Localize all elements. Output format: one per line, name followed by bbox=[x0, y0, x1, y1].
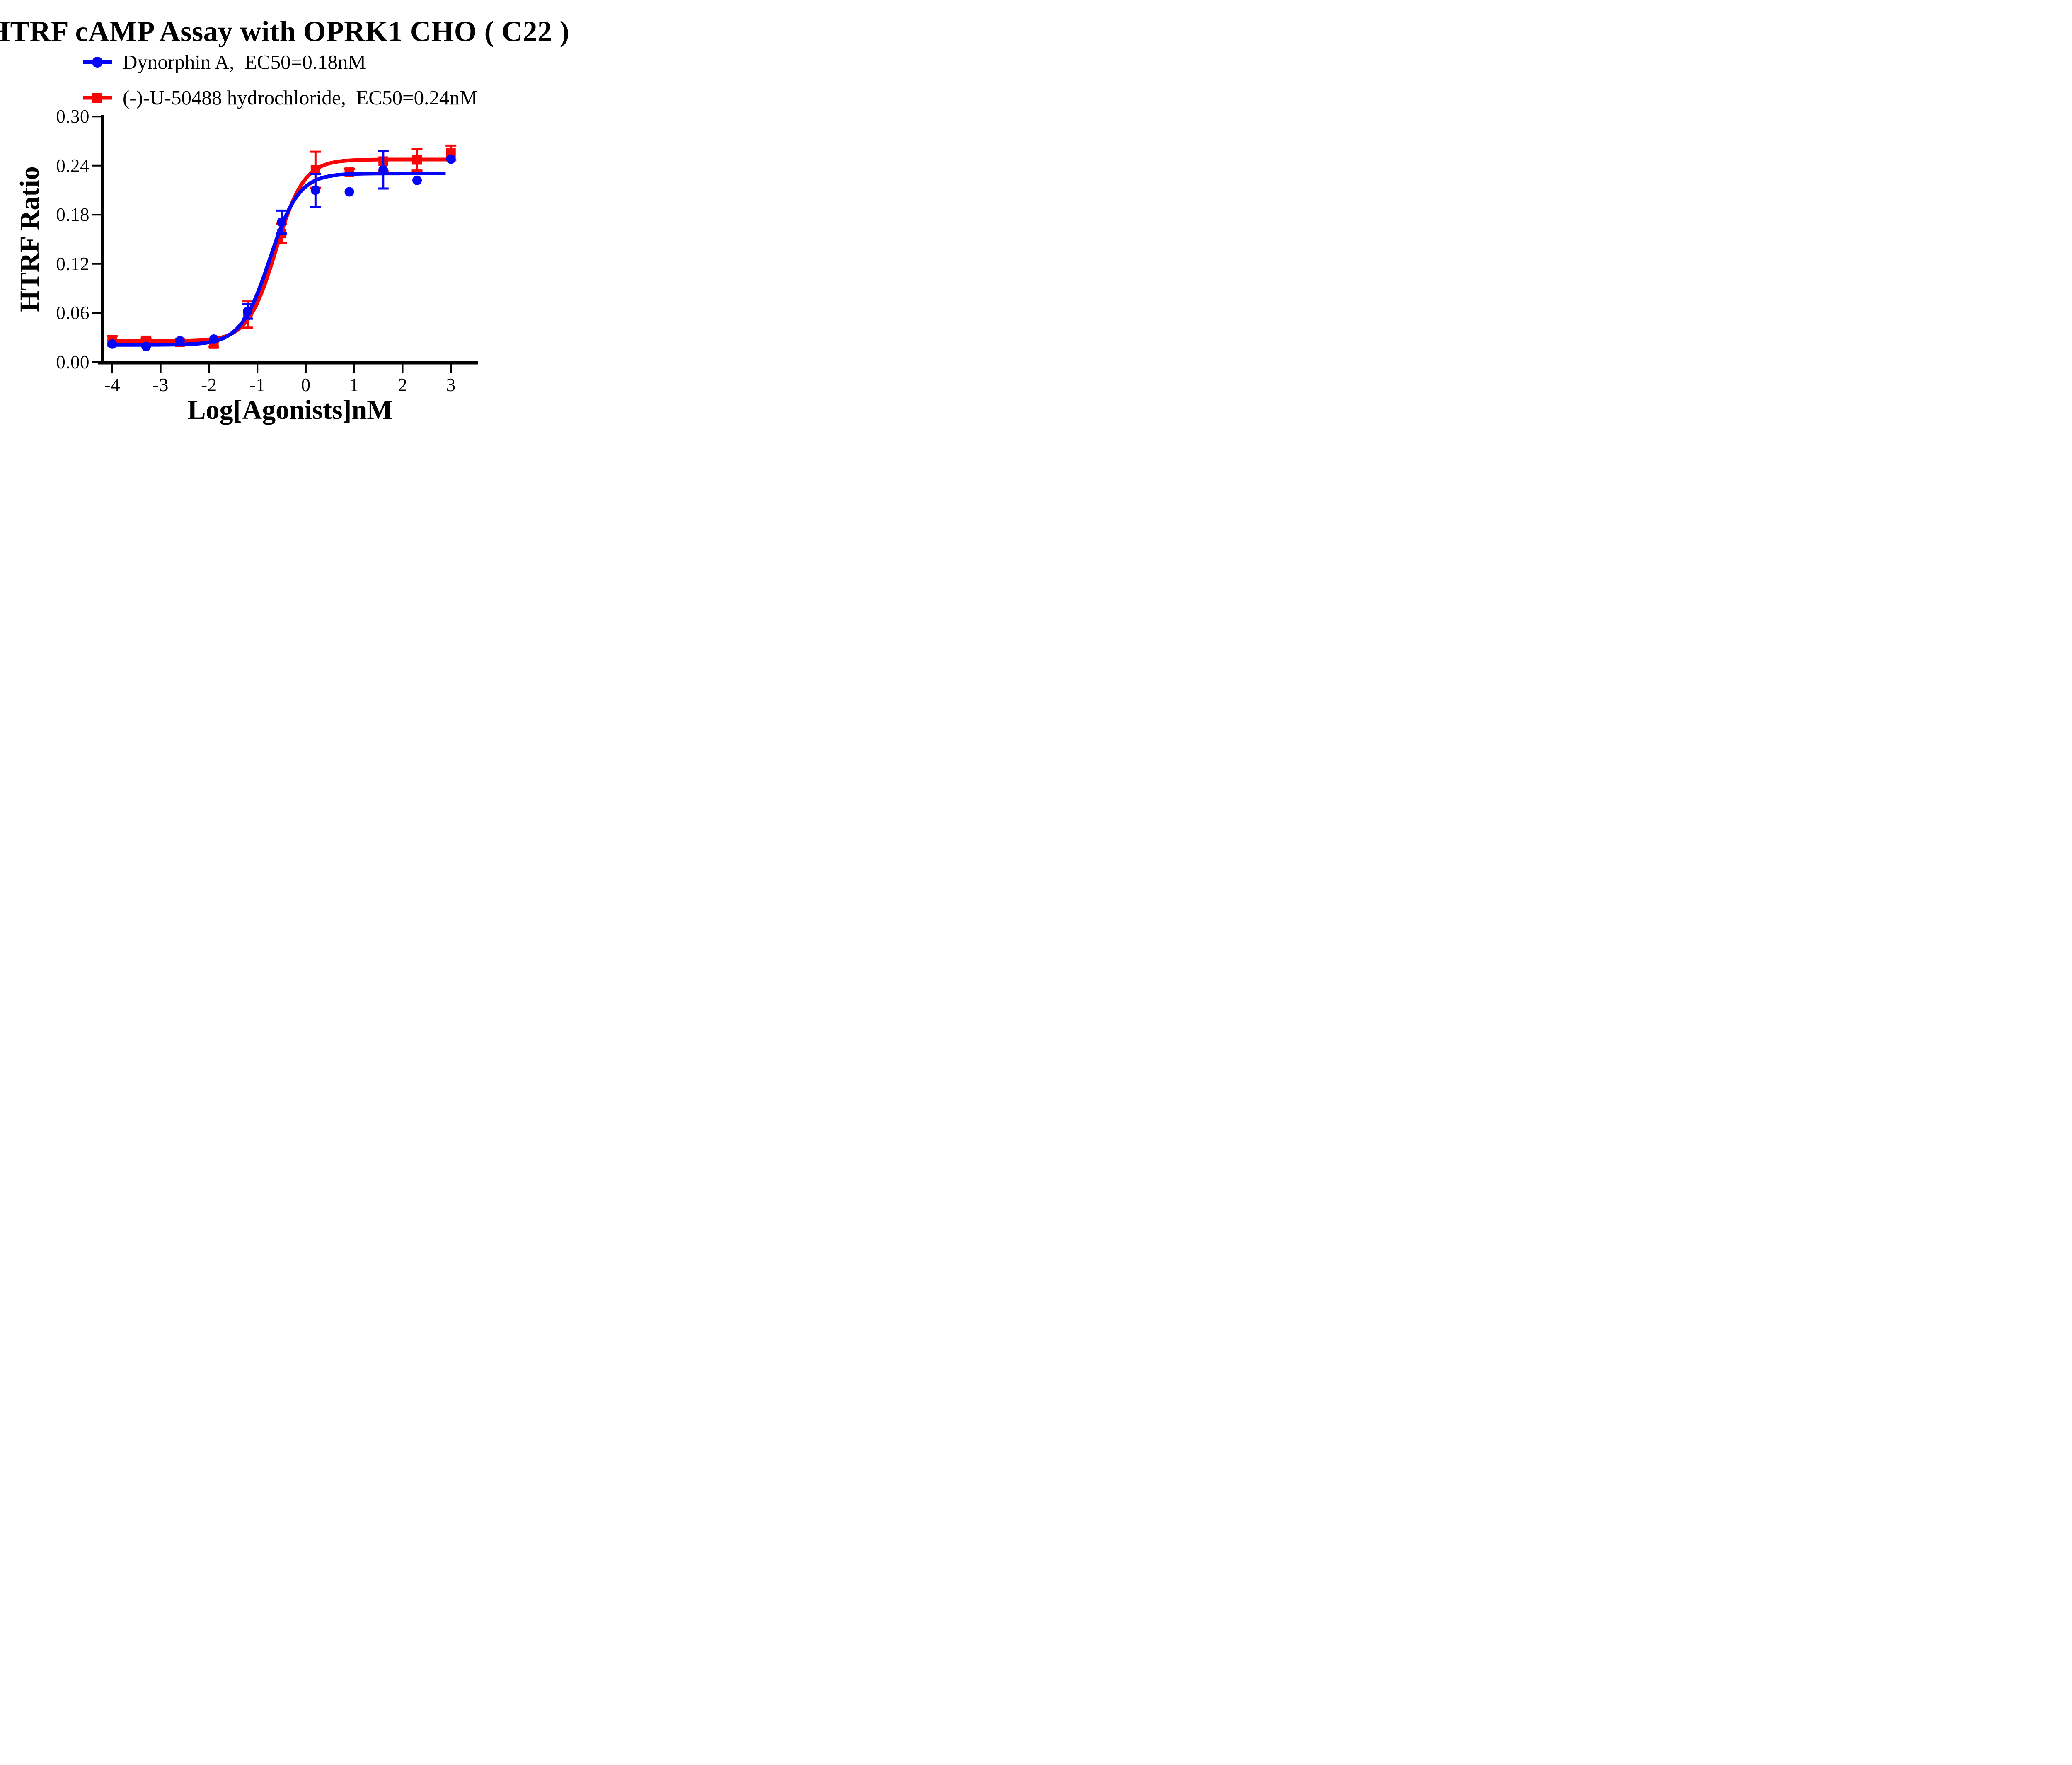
blue-data-point bbox=[107, 339, 117, 349]
blue-data-point bbox=[209, 334, 219, 344]
legend-key-blue bbox=[83, 49, 112, 75]
chart-canvas: HTRF cAMP Assay with OPRK1 CHO ( C22 ) D… bbox=[0, 0, 569, 441]
blue-data-point bbox=[446, 154, 456, 164]
x-tick-label: 0 bbox=[301, 375, 311, 395]
blue-data-point bbox=[141, 341, 151, 351]
y-tick-label: 0.12 bbox=[56, 253, 90, 274]
blue-data-point bbox=[175, 336, 185, 346]
y-tick-label: 0.00 bbox=[56, 351, 90, 372]
blue-data-point bbox=[243, 306, 253, 316]
red-data-point bbox=[412, 155, 422, 165]
blue-fit-curve bbox=[107, 172, 446, 347]
x-axis-title: Log[Agonists]nM bbox=[187, 395, 393, 425]
y-axis-title: HTRF Ratio bbox=[15, 166, 45, 312]
blue-data-point bbox=[344, 187, 354, 197]
chart-title: HTRF cAMP Assay with OPRK1 CHO ( C22 ) bbox=[0, 16, 570, 48]
y-tick-label: 0.18 bbox=[56, 204, 90, 225]
blue-data-point bbox=[412, 175, 422, 185]
x-tick-label: -4 bbox=[104, 375, 121, 395]
legend-key-red bbox=[83, 85, 112, 111]
legend-label-dynorphin-a: Dynorphin A, EC50=0.18nM bbox=[123, 51, 366, 73]
red-fit-curve bbox=[107, 157, 453, 343]
y-tick-label: 0.06 bbox=[56, 302, 90, 324]
y-tick-label: 0.30 bbox=[56, 106, 90, 127]
blue-data-point bbox=[378, 165, 388, 175]
legend-item-dynorphin-a: Dynorphin A, EC50=0.18nM bbox=[83, 49, 366, 75]
x-tick-label: -2 bbox=[201, 375, 217, 395]
y-tick-label: 0.24 bbox=[56, 155, 90, 176]
plot-area bbox=[92, 115, 478, 373]
x-tick-label: 3 bbox=[446, 375, 456, 395]
blue-data-point bbox=[277, 217, 287, 227]
legend-square-marker-icon bbox=[92, 93, 102, 103]
x-tick-label: -3 bbox=[152, 375, 169, 395]
x-tick-label: 2 bbox=[398, 375, 407, 395]
blue-data-point bbox=[310, 185, 320, 195]
red-data-point bbox=[310, 165, 320, 175]
legend-circle-marker-icon bbox=[92, 57, 103, 68]
legend-label-u50488: (-)-U-50488 hydrochloride, EC50=0.24nM bbox=[123, 86, 478, 109]
x-tick-label: -1 bbox=[249, 375, 266, 395]
x-tick-label: 1 bbox=[349, 375, 359, 395]
legend-item-u50488: (-)-U-50488 hydrochloride, EC50=0.24nM bbox=[83, 85, 477, 111]
